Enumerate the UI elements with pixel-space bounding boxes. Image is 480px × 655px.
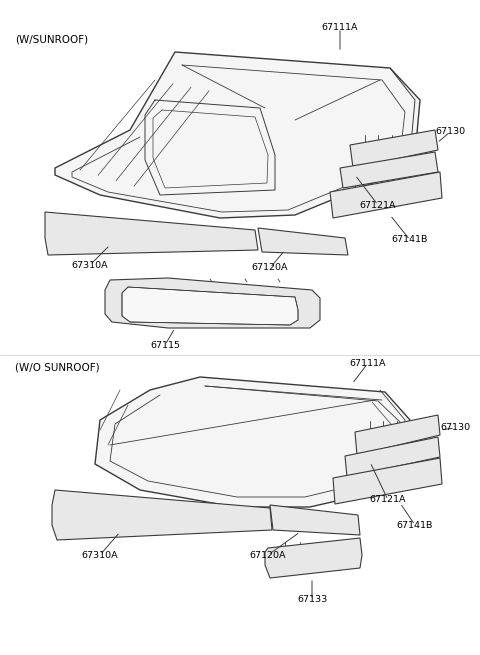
Polygon shape [355,415,440,455]
Text: 67310A: 67310A [72,261,108,269]
Polygon shape [95,377,410,507]
Text: 67115: 67115 [150,341,180,350]
Polygon shape [270,505,360,535]
Polygon shape [55,52,420,218]
Polygon shape [330,172,442,218]
Polygon shape [52,490,272,540]
Text: 67111A: 67111A [350,358,386,367]
Text: 67120A: 67120A [252,263,288,272]
Text: 67141B: 67141B [397,521,433,529]
Text: 67121A: 67121A [360,200,396,210]
Text: 67310A: 67310A [82,550,118,559]
Polygon shape [340,152,438,188]
Text: 67133: 67133 [297,595,327,605]
Polygon shape [350,130,438,168]
Text: 67130: 67130 [435,128,465,136]
Text: 67121A: 67121A [370,495,406,504]
Polygon shape [45,212,258,255]
Polygon shape [265,538,362,578]
Text: (W/SUNROOF): (W/SUNROOF) [15,35,88,45]
Polygon shape [345,437,440,477]
Polygon shape [105,278,320,328]
Text: 67141B: 67141B [392,236,428,244]
Polygon shape [122,287,298,325]
Polygon shape [258,228,348,255]
Text: 67120A: 67120A [250,550,286,559]
Polygon shape [333,458,442,504]
Text: (W/O SUNROOF): (W/O SUNROOF) [15,362,100,372]
Text: 67111A: 67111A [322,24,358,33]
Text: 67130: 67130 [440,424,470,432]
